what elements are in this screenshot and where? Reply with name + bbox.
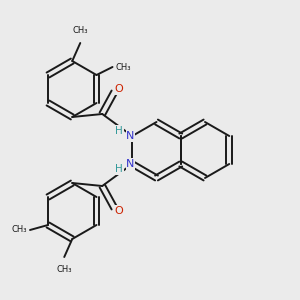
Text: O: O <box>114 84 123 94</box>
Text: CH₃: CH₃ <box>11 226 27 235</box>
Text: CH₃: CH₃ <box>73 26 88 35</box>
Text: N: N <box>126 131 134 141</box>
Text: H: H <box>116 164 123 174</box>
Text: H: H <box>116 126 123 136</box>
Text: N: N <box>126 159 134 169</box>
Text: O: O <box>114 206 123 216</box>
Text: CH₃: CH₃ <box>56 265 72 274</box>
Text: CH₃: CH₃ <box>116 62 131 71</box>
